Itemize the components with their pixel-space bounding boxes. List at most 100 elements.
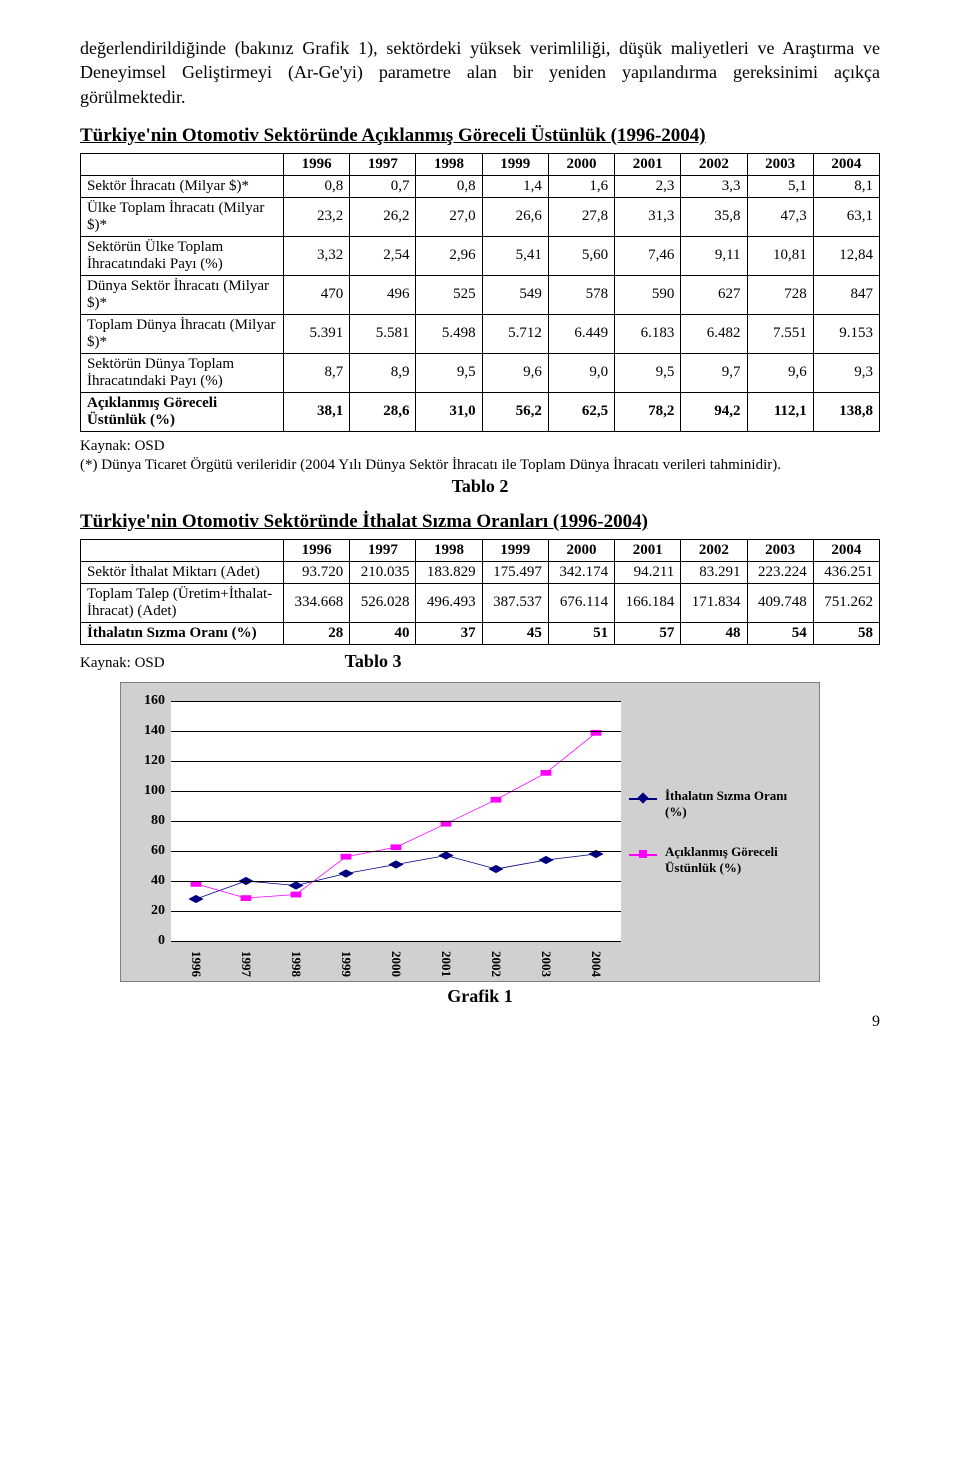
table-cell: 6.482	[681, 314, 747, 353]
table-cell: 27,0	[416, 197, 482, 236]
table1: 199619971998199920002001200220032004 Sek…	[80, 153, 880, 432]
chart-gridline	[171, 701, 621, 702]
table-year-header: 2002	[681, 539, 747, 561]
chart-xtick: 2004	[588, 951, 604, 977]
table-cell: 223.224	[747, 561, 813, 583]
table-cell: 1,6	[548, 175, 614, 197]
table-year-header: 1999	[482, 539, 548, 561]
table-cell: 2,96	[416, 236, 482, 275]
table-cell: 10,81	[747, 236, 813, 275]
table-cell: 5.391	[284, 314, 350, 353]
chart-series-marker	[388, 860, 403, 868]
table-row-label: Ülke Toplam İhracatı (Milyar $)*	[81, 197, 284, 236]
table-cell: 63,1	[813, 197, 879, 236]
table-cell: 183.829	[416, 561, 482, 583]
table-cell: 9,0	[548, 353, 614, 392]
table-year-header: 1997	[350, 153, 416, 175]
table-cell: 8,9	[350, 353, 416, 392]
table-cell: 496.493	[416, 583, 482, 622]
table-cell: 138,8	[813, 392, 879, 431]
table-row-label: İthalatın Sızma Oranı (%)	[81, 622, 284, 644]
table-cell: 847	[813, 275, 879, 314]
table-cell: 470	[284, 275, 350, 314]
table-cell: 27,8	[548, 197, 614, 236]
chart-plot-area: 0204060801001201401601996199719981999200…	[171, 701, 621, 941]
table-cell: 78,2	[615, 392, 681, 431]
table-cell: 751.262	[813, 583, 879, 622]
chart-ytick: 40	[131, 873, 165, 889]
table2: 199619971998199920002001200220032004 Sek…	[80, 539, 880, 645]
table-cell: 62,5	[548, 392, 614, 431]
table-year-header: 2002	[681, 153, 747, 175]
chart-legend-swatch	[629, 848, 657, 860]
table-row: Toplam Talep (Üretim+İthalat-İhracat) (A…	[81, 583, 880, 622]
table-cell: 0,8	[416, 175, 482, 197]
chart-series-marker	[538, 856, 553, 864]
chart-gridline	[171, 941, 621, 942]
chart-gridline	[171, 791, 621, 792]
table2-title: Türkiye'nin Otomotiv Sektöründe İthalat …	[80, 511, 880, 533]
chart-gridline	[171, 731, 621, 732]
chart-xtick: 2002	[488, 951, 504, 977]
chart-series-marker	[341, 854, 352, 860]
table-cell: 54	[747, 622, 813, 644]
table-cell: 436.251	[813, 561, 879, 583]
table-cell: 9,5	[615, 353, 681, 392]
chart-series-marker	[188, 895, 203, 903]
table-row: İthalatın Sızma Oranı (%)284037455157485…	[81, 622, 880, 644]
chart-gridline	[171, 821, 621, 822]
table-cell: 9,5	[416, 353, 482, 392]
chart-series-marker	[391, 844, 402, 850]
table-cell: 37	[416, 622, 482, 644]
table-row: Sektörün Ülke Toplam İhracatındaki Payı …	[81, 236, 880, 275]
table1-title: Türkiye'nin Otomotiv Sektöründe Açıklanm…	[80, 125, 880, 147]
table-year-header: 1999	[482, 153, 548, 175]
table-cell: 3,3	[681, 175, 747, 197]
table-year-header: 2000	[548, 153, 614, 175]
table-row-label: Sektör İthalat Miktarı (Adet)	[81, 561, 284, 583]
table-cell: 728	[747, 275, 813, 314]
table-row-label: Sektör İhracatı (Milyar $)*	[81, 175, 284, 197]
table-row-label: Açıklanmış Göreceli Üstünlük (%)	[81, 392, 284, 431]
chart-ytick: 100	[131, 783, 165, 799]
table-cell: 23,2	[284, 197, 350, 236]
table-cell: 8,1	[813, 175, 879, 197]
table-cell: 2,3	[615, 175, 681, 197]
chart-ytick: 0	[131, 933, 165, 949]
table-cell: 31,0	[416, 392, 482, 431]
chart-ytick: 80	[131, 813, 165, 829]
table-cell: 28,6	[350, 392, 416, 431]
chart-legend-item: İthalatın Sızma Oranı (%)	[629, 788, 809, 820]
chart-xtick: 1996	[188, 951, 204, 977]
chart-panel: 0204060801001201401601996199719981999200…	[120, 682, 820, 982]
chart-ytick: 120	[131, 753, 165, 769]
chart-series-marker	[488, 865, 503, 873]
chart-legend-label: Açıklanmış Göreceli Üstünlük (%)	[665, 844, 809, 876]
table-cell: 5,1	[747, 175, 813, 197]
table-year-header: 2004	[813, 539, 879, 561]
table-cell: 578	[548, 275, 614, 314]
chart-xtick: 1999	[338, 951, 354, 977]
table-year-header: 1998	[416, 539, 482, 561]
table2-source: Kaynak: OSD	[80, 655, 165, 672]
table-cell: 496	[350, 275, 416, 314]
chart-xtick: 1997	[238, 951, 254, 977]
chart-caption: Grafik 1	[80, 986, 880, 1007]
table-cell: 210.035	[350, 561, 416, 583]
table-year-header: 2003	[747, 539, 813, 561]
table-cell: 94,2	[681, 392, 747, 431]
table-cell: 171.834	[681, 583, 747, 622]
table-cell: 9,6	[747, 353, 813, 392]
table-cell: 7.551	[747, 314, 813, 353]
chart-gridline	[171, 881, 621, 882]
table-cell: 35,8	[681, 197, 747, 236]
chart-series-line	[196, 733, 596, 898]
table2-caption: Tablo 3	[345, 651, 402, 672]
table-cell: 0,7	[350, 175, 416, 197]
chart-ytick: 60	[131, 843, 165, 859]
table-row-label: Sektörün Ülke Toplam İhracatındaki Payı …	[81, 236, 284, 275]
table-cell: 627	[681, 275, 747, 314]
table-year-header: 1996	[284, 539, 350, 561]
table-cell: 334.668	[284, 583, 350, 622]
table-cell: 93.720	[284, 561, 350, 583]
